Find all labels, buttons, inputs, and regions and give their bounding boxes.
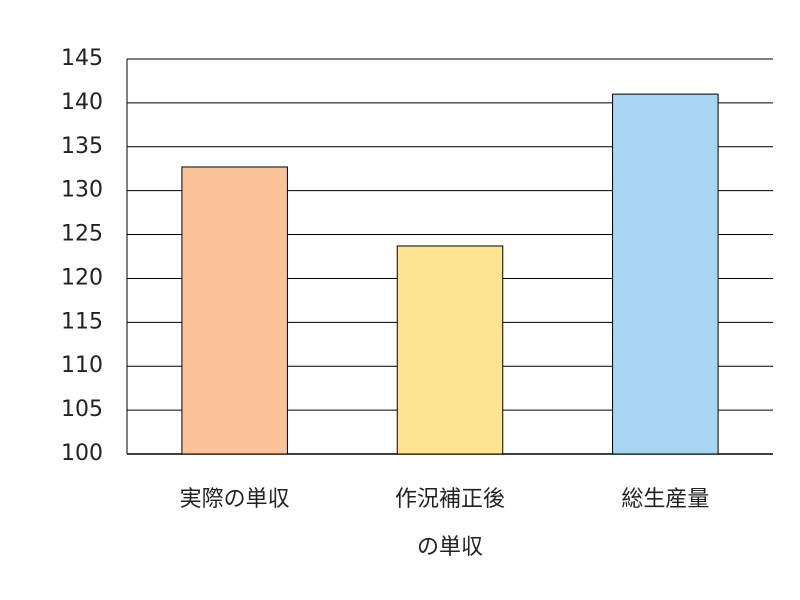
y-tick-label: 145 [61,46,103,71]
y-tick-label: 100 [61,441,103,466]
bar [612,93,719,455]
x-tick-label: 総生産量 [621,487,710,512]
y-tick-label: 120 [61,265,103,290]
x-tick-label: 作況補正後 の単収 [394,487,505,560]
y-tick-label: 130 [61,178,103,203]
y-tick-label: 125 [61,222,103,247]
y-tick-label: 140 [61,90,103,115]
y-tick-label: 115 [61,309,103,334]
y-tick-label: 110 [61,353,103,378]
bar [181,166,288,455]
y-tick-label: 135 [61,134,103,159]
x-tick-label: 実際の単収 [179,487,290,512]
bar [396,245,504,455]
y-tick-label: 105 [61,397,103,422]
